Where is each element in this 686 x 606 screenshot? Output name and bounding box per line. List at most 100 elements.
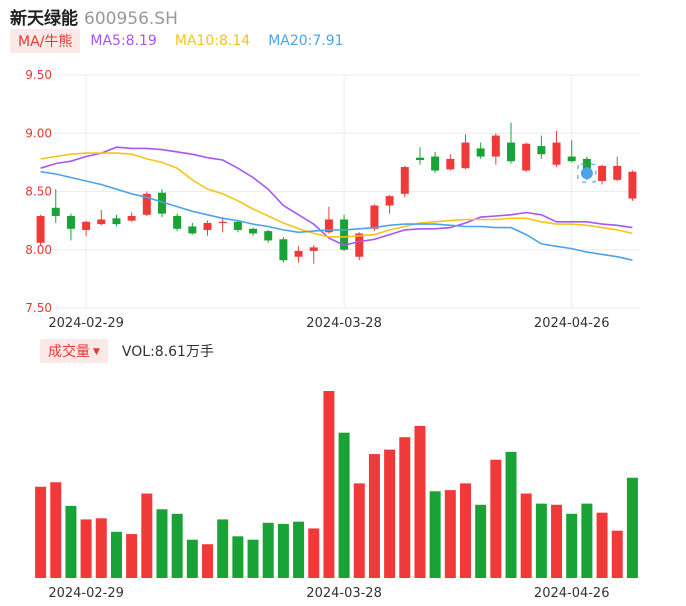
ma10-line bbox=[40, 152, 633, 238]
candle-body bbox=[188, 226, 197, 234]
candle-body bbox=[309, 247, 318, 251]
x-tick-label: 2024-04-26 bbox=[534, 316, 610, 331]
candle-body bbox=[431, 156, 440, 171]
volume-bar bbox=[399, 437, 411, 578]
volume-bar bbox=[429, 491, 441, 578]
candle-body bbox=[249, 228, 258, 234]
candle-body bbox=[82, 221, 91, 230]
volume-bar bbox=[444, 490, 456, 578]
candle-body bbox=[400, 167, 409, 194]
candle-body bbox=[537, 146, 546, 155]
volume-bar bbox=[126, 534, 138, 578]
volume-bar bbox=[232, 536, 244, 578]
ma-indicator-selector[interactable]: MA/牛熊 bbox=[10, 29, 81, 53]
volume-indicator-selector[interactable]: 成交量 ▼ bbox=[40, 339, 108, 363]
candle-body bbox=[507, 142, 516, 162]
volume-bar bbox=[202, 544, 214, 578]
candle-body bbox=[370, 205, 379, 229]
volume-x-tick-label: 2024-04-26 bbox=[534, 586, 610, 601]
y-tick-label: 9.00 bbox=[25, 126, 52, 140]
candle-body bbox=[279, 239, 288, 261]
candle-body bbox=[51, 207, 60, 216]
volume-bar bbox=[551, 504, 563, 578]
volume-legend: 成交量 ▼ VOL:8.61万手 bbox=[40, 339, 214, 363]
latest-marker-icon bbox=[580, 167, 593, 180]
x-tick-label: 2024-02-29 bbox=[48, 316, 124, 331]
volume-bar bbox=[520, 493, 532, 578]
candle-body bbox=[461, 142, 470, 169]
ma20-line bbox=[40, 170, 633, 261]
volume-bar bbox=[217, 519, 229, 578]
candle-body bbox=[112, 218, 121, 225]
volume-bar bbox=[65, 505, 77, 578]
volume-bar bbox=[459, 483, 471, 578]
candle-body bbox=[127, 215, 136, 221]
volume-bar bbox=[596, 512, 608, 578]
volume-bar bbox=[156, 509, 168, 578]
volume-bar bbox=[581, 503, 593, 578]
candle-body bbox=[173, 215, 182, 229]
volume-value: VOL:8.61万手 bbox=[121, 344, 214, 360]
candle-body bbox=[552, 142, 561, 165]
caret-down-icon: ▼ bbox=[93, 347, 100, 357]
volume-bar bbox=[35, 486, 47, 578]
candle-body bbox=[567, 156, 576, 162]
volume-x-tick-label: 2024-02-29 bbox=[48, 586, 124, 601]
volume-bar bbox=[535, 503, 547, 578]
y-tick-label: 8.00 bbox=[25, 243, 52, 257]
ma20-legend-item: MA20:7.91 bbox=[268, 33, 344, 49]
candle-body bbox=[415, 157, 424, 161]
ma-legend: MA/牛熊 MA5:8.19 MA10:8.14 MA20:7.91 bbox=[10, 29, 362, 53]
candle-body bbox=[476, 148, 485, 157]
stock-header: 新天绿能 600956.SH bbox=[10, 4, 178, 29]
candle-body bbox=[385, 196, 394, 206]
candle-body bbox=[294, 250, 303, 257]
x-tick-label: 2024-03-28 bbox=[306, 316, 382, 331]
ma5-line bbox=[40, 146, 633, 246]
y-tick-label: 7.50 bbox=[25, 301, 52, 315]
candle-body bbox=[324, 219, 333, 233]
candle-body bbox=[157, 192, 166, 214]
volume-bar bbox=[323, 391, 335, 578]
volume-bar bbox=[247, 539, 259, 578]
volume-bar bbox=[80, 519, 92, 578]
marker-frame-icon bbox=[577, 163, 597, 183]
volume-bar bbox=[277, 523, 289, 578]
candle-body bbox=[218, 221, 227, 223]
candle-body bbox=[613, 165, 622, 180]
candle-body bbox=[598, 165, 607, 182]
volume-bar bbox=[95, 518, 107, 578]
candle-body bbox=[582, 158, 591, 176]
volume-bar bbox=[368, 454, 380, 578]
candle-body bbox=[36, 215, 45, 243]
candle-body bbox=[66, 215, 75, 229]
volume-bar bbox=[50, 482, 62, 578]
y-tick-label: 9.50 bbox=[25, 68, 52, 82]
candle-body bbox=[264, 231, 273, 241]
volume-bar bbox=[475, 504, 487, 578]
stock-code: 600956.SH bbox=[84, 9, 178, 29]
candle-body bbox=[142, 193, 151, 215]
candle-body bbox=[97, 219, 106, 225]
volume-bar bbox=[626, 477, 638, 578]
volume-bar bbox=[611, 530, 623, 578]
candle-body bbox=[491, 135, 500, 157]
ma5-legend-item: MA5:8.19 bbox=[90, 33, 157, 49]
volume-bar bbox=[308, 528, 320, 578]
volume-bar bbox=[293, 521, 305, 578]
volume-bar bbox=[262, 522, 274, 578]
candle-body bbox=[233, 221, 242, 230]
volume-bar bbox=[186, 539, 198, 578]
volume-bar bbox=[141, 493, 153, 578]
volume-bar bbox=[566, 513, 578, 578]
volume-bar bbox=[110, 531, 122, 578]
ma10-legend-item: MA10:8.14 bbox=[174, 33, 251, 49]
stock-name: 新天绿能 bbox=[10, 9, 78, 29]
candle-body bbox=[446, 158, 455, 170]
volume-x-tick-label: 2024-03-28 bbox=[306, 586, 382, 601]
volume-bar bbox=[353, 483, 365, 578]
candle-body bbox=[355, 233, 364, 257]
volume-bar bbox=[505, 451, 517, 578]
candle-body bbox=[522, 143, 531, 171]
